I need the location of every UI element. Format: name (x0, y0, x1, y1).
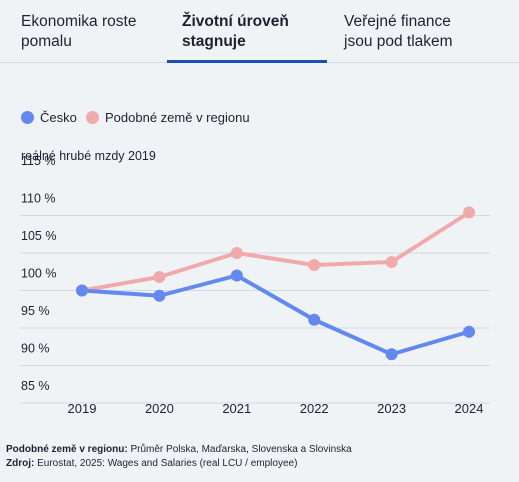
legend-marker-cesko (21, 111, 34, 124)
legend-label-cesko: Česko (40, 110, 77, 125)
note-region-label: Podobné země v regionu: (6, 444, 128, 455)
data-point-series-1 (153, 271, 166, 283)
data-point-series-0 (308, 313, 321, 326)
x-tick-label: 2019 (68, 401, 97, 416)
note-source: Zdroj: Eurostat, 2025: Wages and Salarie… (6, 457, 352, 471)
note-region-text: Průměr Polska, Maďarska, Slovenska a Slo… (127, 444, 352, 455)
legend-marker-region (86, 111, 99, 124)
y-tick-label: 100 % (21, 267, 56, 281)
legend-item-cesko: Česko (21, 109, 77, 127)
x-tick-label: 2024 (455, 401, 484, 416)
y-axis-label: reálné hrubé mzdy 2019 (21, 149, 156, 163)
x-tick-label: 2022 (300, 401, 329, 416)
series-line-1 (80, 210, 471, 293)
y-tick-label: 105 % (21, 229, 56, 243)
chart-notes: Podobné země v regionu: Průměr Polska, M… (6, 443, 352, 471)
note-source-text: Eurostat, 2025: Wages and Salaries (real… (34, 458, 298, 469)
tab-public-finance[interactable]: Veřejné finance jsou pod tlakem (344, 13, 453, 50)
legend-label-region: Podobné země v regionu (105, 110, 250, 125)
x-tick-label: 2021 (222, 401, 251, 416)
series-line-0 (80, 273, 471, 357)
y-tick-label: 85 % (21, 379, 50, 393)
tab-bar: Ekonomika roste pomalu Životní úroveň st… (0, 0, 519, 63)
y-tick-label: 110 % (21, 192, 56, 206)
x-tick-label: 2020 (145, 401, 174, 416)
data-point-series-0 (76, 284, 88, 297)
note-region: Podobné země v regionu: Průměr Polska, M… (6, 443, 352, 457)
note-source-label: Zdroj: (6, 458, 35, 469)
data-point-series-0 (153, 289, 166, 302)
data-point-series-1 (230, 247, 243, 259)
y-tick-label: 95 % (21, 304, 50, 318)
line-chart: 115 % 110 % 105 % 100 % 95 % 90 % 85 % reálné … (20, 149, 490, 416)
data-point-series-1 (463, 206, 475, 219)
tab-living-standard[interactable]: Životní úroveň stagnuje (182, 13, 289, 50)
y-tick-label: 115 % (21, 154, 56, 168)
legend-item-region: Podobné země v regionu (86, 109, 250, 127)
y-tick-label: 90 % (21, 342, 50, 356)
data-point-series-0 (230, 269, 243, 282)
data-point-series-1 (308, 259, 321, 271)
data-point-series-1 (385, 256, 398, 268)
active-tab-indicator (167, 60, 327, 63)
tab-economy[interactable]: Ekonomika roste pomalu (21, 13, 137, 50)
data-point-series-0 (385, 348, 398, 361)
data-point-series-0 (463, 325, 475, 338)
x-tick-label: 2023 (377, 401, 406, 416)
